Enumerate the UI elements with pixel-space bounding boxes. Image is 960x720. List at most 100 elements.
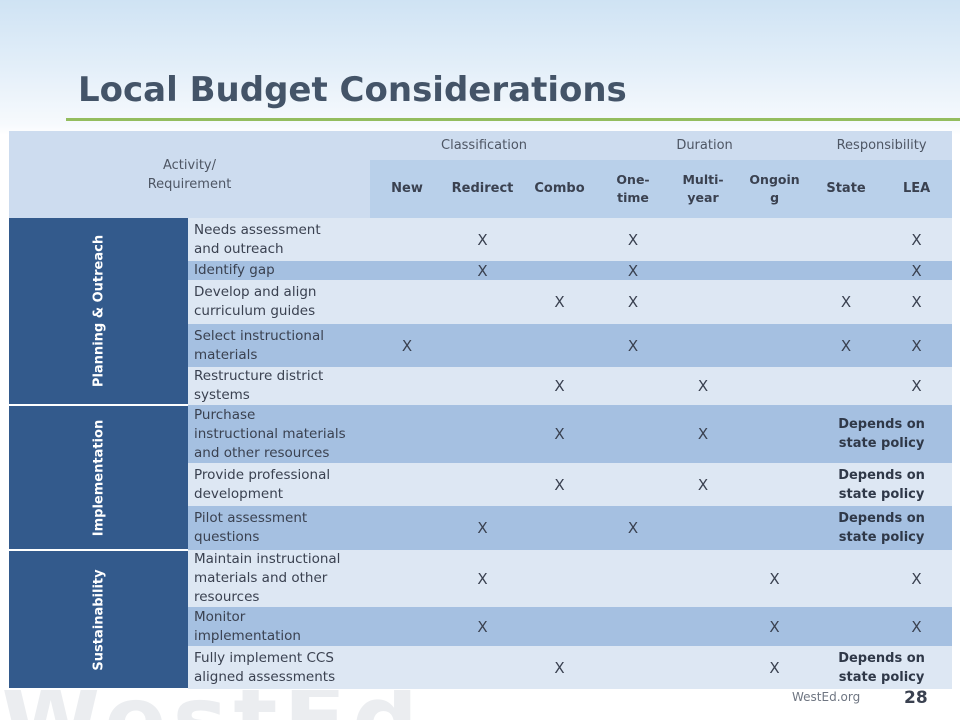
mark-cell <box>598 550 669 607</box>
mark-cell: X <box>444 607 522 646</box>
mark-cell <box>370 218 445 261</box>
phase-label: Planning & Outreach <box>91 234 106 388</box>
mark-cell <box>738 506 812 550</box>
col-multi-year-l1: Multi- <box>682 172 724 187</box>
table-row: Restructure district systems X X X <box>9 367 953 405</box>
mark-cell <box>738 280 812 324</box>
col-one-time: One-time <box>598 160 669 218</box>
mark-cell <box>598 405 669 463</box>
mark-cell: X <box>521 646 599 689</box>
mark-cell <box>370 367 445 405</box>
footer-site: WestEd.org <box>792 690 861 704</box>
phase-cell: Sustainability <box>9 550 188 690</box>
mark-cell <box>668 218 739 261</box>
mark-cell: X <box>444 218 522 261</box>
table-header-row: Activity/ Requirement Classification Dur… <box>9 131 953 218</box>
col-ongoing: Ongoin g <box>738 160 812 218</box>
mark-cell: X <box>444 506 522 550</box>
activity-cell: Needs assessment and outreach <box>188 218 371 261</box>
mark-cell <box>521 324 599 367</box>
mark-cell: X <box>738 550 812 607</box>
activity-cell: Monitor implementation <box>188 607 371 646</box>
table-row: Monitor implementation X X X <box>9 607 953 646</box>
col-state: State <box>811 160 882 218</box>
mark-cell <box>521 261 599 280</box>
mark-cell: X <box>598 506 669 550</box>
col-multi-year: Multi-year <box>668 160 739 218</box>
col-redirect: Redirect <box>444 160 522 218</box>
mark-cell: X <box>521 367 599 405</box>
table-row: Pilot assessment questions X X Depends on sta… <box>9 506 953 550</box>
mark-cell: X <box>521 463 599 506</box>
mark-cell <box>668 280 739 324</box>
responsibility-note: Depends on state policy <box>811 646 953 689</box>
mark-cell <box>668 324 739 367</box>
mark-cell: X <box>521 280 599 324</box>
activity-cell: Maintain instructional materials and othe… <box>188 550 371 607</box>
responsibility-note: Depends on state policy <box>811 405 953 463</box>
mark-cell <box>444 280 522 324</box>
budget-considerations-table: Activity/ Requirement Classification Dur… <box>9 131 953 690</box>
mark-cell <box>738 261 812 280</box>
activity-cell: Restructure district systems <box>188 367 371 405</box>
title-underline <box>66 118 960 121</box>
mark-cell: X <box>738 607 812 646</box>
table-row: Identify gap X X X <box>9 261 953 280</box>
background-watermark: WestEd <box>0 690 960 720</box>
mark-cell: X <box>668 463 739 506</box>
page-number: 28 <box>904 688 928 708</box>
header-classification: Classification <box>370 131 599 160</box>
phase-cell: Implementation <box>9 405 188 551</box>
mark-cell <box>521 550 599 607</box>
col-ongoing-l1: Ongoin <box>749 172 800 187</box>
header-activity: Activity/ Requirement <box>9 131 371 218</box>
mark-cell: X <box>881 607 953 646</box>
mark-cell <box>738 405 812 463</box>
header-responsibility: Responsibility <box>811 131 953 160</box>
mark-cell <box>444 324 522 367</box>
table-row: Select instructional materials X X X X <box>9 324 953 367</box>
mark-cell <box>370 646 445 689</box>
mark-cell <box>370 550 445 607</box>
phase-cell: Planning & Outreach <box>9 218 188 406</box>
mark-cell <box>668 646 739 689</box>
mark-cell: X <box>444 550 522 607</box>
activity-cell: Provide professional development <box>188 463 371 506</box>
mark-cell <box>444 367 522 405</box>
mark-cell <box>598 607 669 646</box>
activity-cell: Pilot assessment questions <box>188 506 371 550</box>
table-row: Sustainability Maintain instructional mate… <box>9 550 953 690</box>
mark-cell <box>811 261 882 280</box>
mark-cell <box>370 506 445 550</box>
col-multi-year-l2: year <box>687 190 719 205</box>
mark-cell <box>370 280 445 324</box>
mark-cell <box>668 506 739 550</box>
mark-cell <box>738 463 812 506</box>
mark-cell: X <box>881 280 953 324</box>
col-one-time-l2: time <box>617 190 649 205</box>
mark-cell <box>811 607 882 646</box>
slide-title: Local Budget Considerations <box>78 70 627 110</box>
mark-cell: X <box>521 405 599 463</box>
table-row: Fully implement CCS aligned assessments X X… <box>9 646 953 689</box>
table-subheader-row: New Redirect Combo One-time Multi-year O… <box>9 160 953 218</box>
mark-cell <box>521 218 599 261</box>
mark-cell: X <box>598 261 669 280</box>
header-duration: Duration <box>598 131 812 160</box>
mark-cell <box>738 218 812 261</box>
mark-cell <box>738 367 812 405</box>
mark-cell <box>668 550 739 607</box>
mark-cell <box>444 405 522 463</box>
mark-cell <box>668 607 739 646</box>
activity-cell: Identify gap <box>188 261 371 280</box>
col-ongoing-l2: g <box>770 190 780 205</box>
mark-cell <box>521 506 599 550</box>
mark-cell: X <box>370 324 445 367</box>
mark-cell <box>811 367 882 405</box>
mark-cell: X <box>881 261 953 280</box>
activity-cell: Develop and align curriculum guides <box>188 280 371 324</box>
mark-cell: X <box>598 324 669 367</box>
mark-cell <box>370 607 445 646</box>
mark-cell <box>444 646 522 689</box>
mark-cell <box>811 218 882 261</box>
